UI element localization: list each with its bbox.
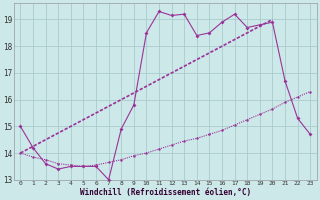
X-axis label: Windchill (Refroidissement éolien,°C): Windchill (Refroidissement éolien,°C): [80, 188, 251, 197]
